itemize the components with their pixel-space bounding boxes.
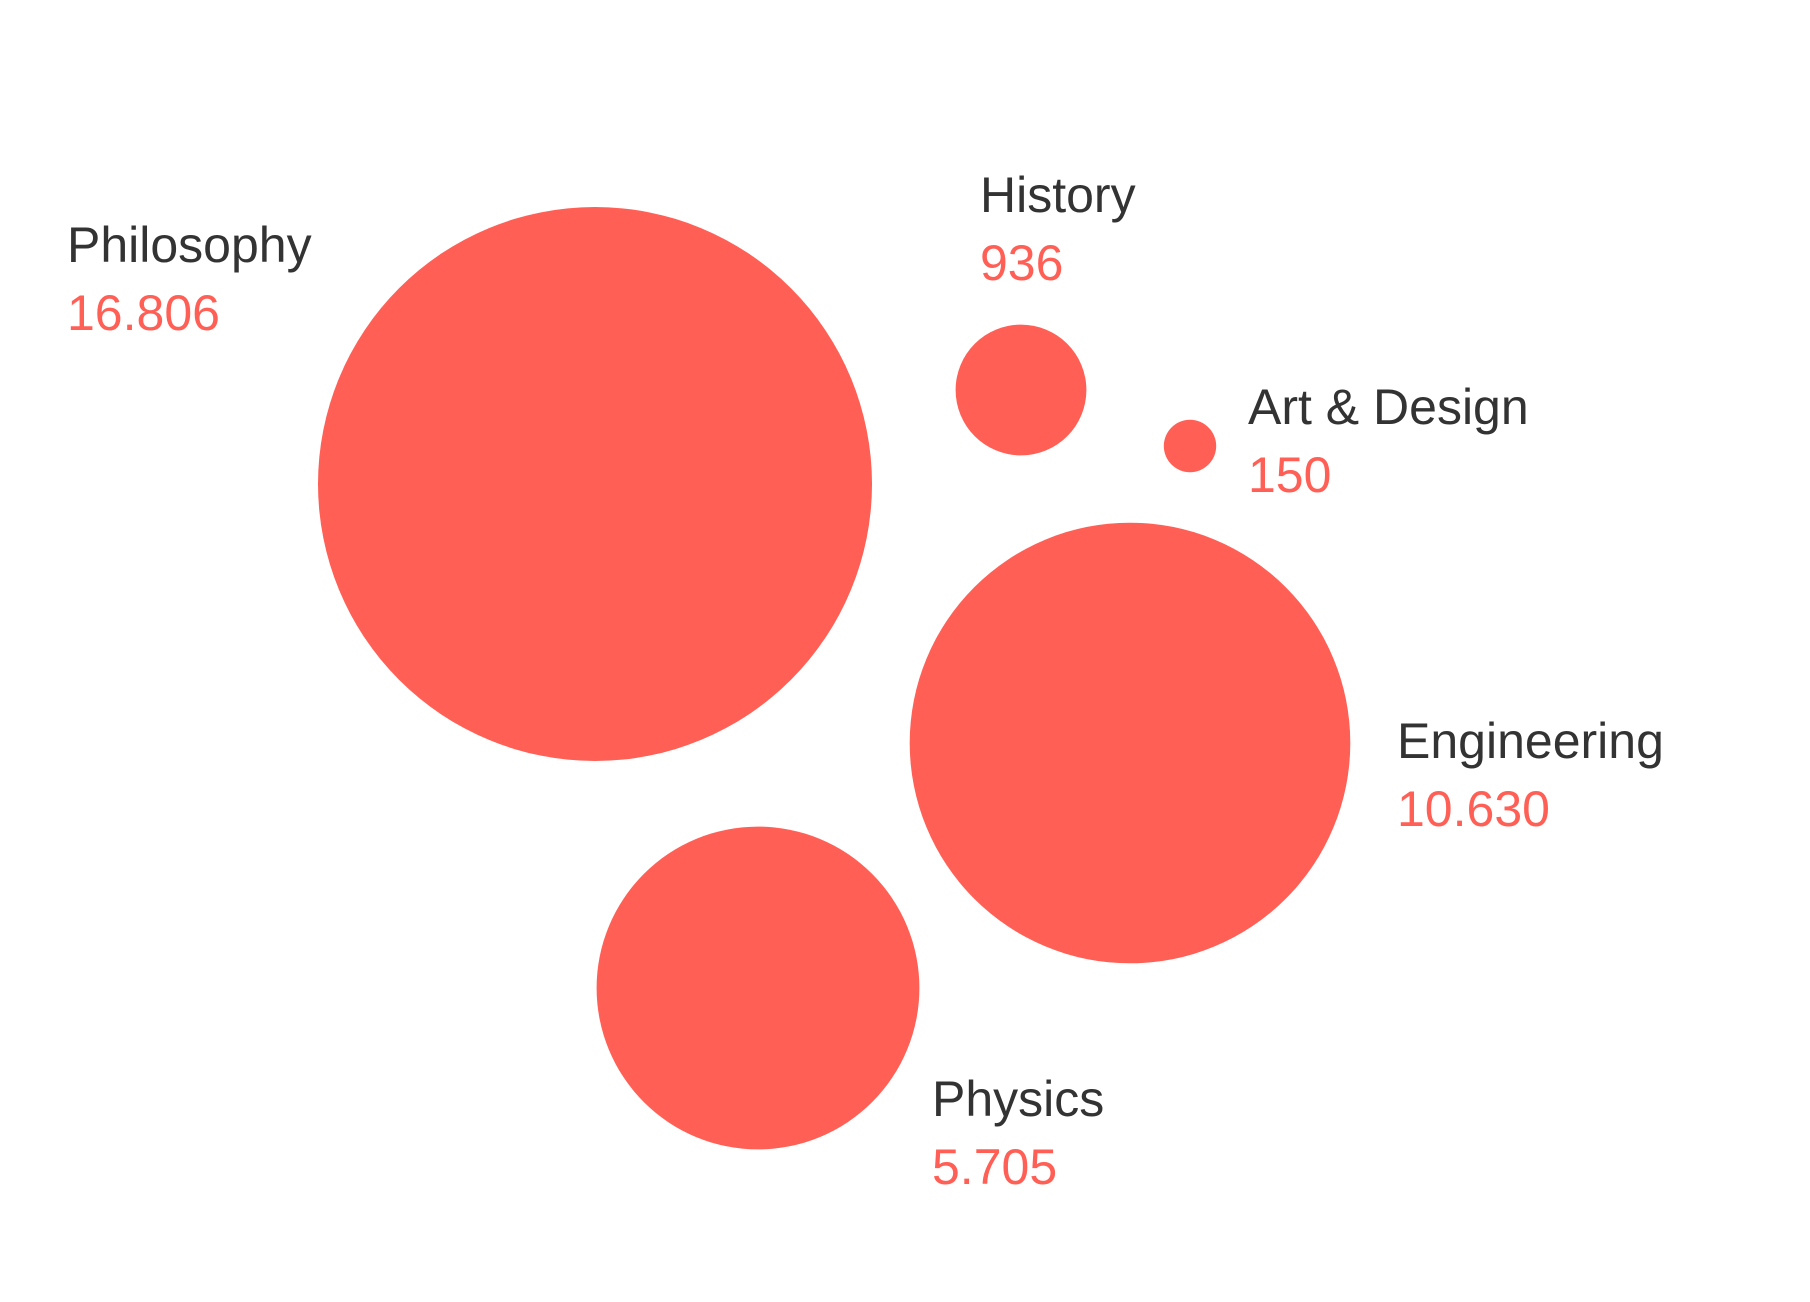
category-label-history: History [980,167,1136,223]
bubble-engineering [909,522,1351,964]
bubble-art-design [1163,419,1217,473]
bubble-group [318,207,1351,1150]
category-label-art-design: Art & Design [1248,379,1529,435]
category-label-philosophy: Philosophy [67,217,312,273]
bubble-history [955,324,1087,456]
category-label-engineering: Engineering [1397,713,1664,769]
value-label-philosophy: 16.806 [67,285,220,341]
bubble-physics [596,826,920,1150]
value-label-engineering: 10.630 [1397,781,1550,837]
category-label-physics: Physics [932,1071,1104,1127]
value-label-physics: 5.705 [932,1139,1057,1195]
bubble-philosophy [318,207,872,761]
value-label-history: 936 [980,235,1063,291]
value-label-art-design: 150 [1248,447,1331,503]
label-group: Philosophy 16.806 History 936 Art & Design 15… [67,167,1664,1195]
